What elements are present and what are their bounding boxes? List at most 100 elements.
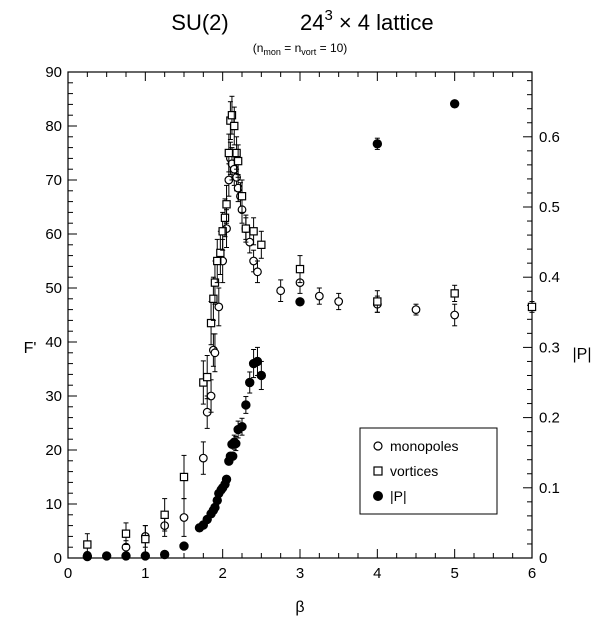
- point-vortices: [222, 200, 231, 209]
- x-tick-label: 2: [218, 565, 226, 582]
- y-tick-label-right: 0.3: [539, 339, 560, 356]
- point-monopoles: [253, 267, 262, 277]
- y-tick-label-left: 60: [45, 226, 62, 243]
- point-polyakov: [159, 549, 170, 560]
- point-monopoles: [179, 513, 189, 522]
- point-monopoles: [314, 291, 324, 301]
- point-vortices: [233, 156, 243, 166]
- point-vortices: [179, 472, 189, 482]
- point-vortices: [295, 264, 305, 274]
- point-vortices: [257, 240, 266, 249]
- point-polyakov: [295, 297, 305, 307]
- chart-title-main: SU(2): [171, 10, 228, 35]
- tick-labels: 0 1 2 3 4 5 6010203040506070809000.10.20.30.40…: [45, 64, 560, 582]
- point-vortices: [160, 510, 169, 520]
- point-polyakov: [231, 438, 241, 449]
- chart-subtitle: (nmon = nvort = 10): [253, 41, 348, 57]
- y-tick-label-right: 0.5: [539, 199, 560, 216]
- point-vortices: [527, 302, 537, 312]
- point-polyakov: [241, 400, 251, 410]
- legend-label-monopoles: monopoles: [390, 438, 459, 454]
- point-monopoles: [276, 286, 286, 296]
- x-tick-label: 1: [141, 565, 149, 582]
- y-axis-title-right: |P|: [573, 346, 592, 363]
- point-polyakov: [245, 377, 255, 388]
- point-vortices: [241, 224, 251, 233]
- subtitle-sub-mon: mon: [263, 47, 281, 57]
- point-polyakov: [179, 541, 189, 551]
- y-tick-label-left: 20: [45, 442, 62, 459]
- y-tick-label-right: 0.2: [539, 410, 560, 427]
- point-polyakov: [140, 551, 151, 561]
- y-tick-label-left: 0: [54, 550, 62, 567]
- x-tick-label: 6: [528, 565, 536, 582]
- point-monopoles: [411, 305, 421, 315]
- point-vortices: [218, 227, 227, 236]
- point-vortices: [206, 318, 216, 328]
- subtitle-mid: = n: [281, 41, 301, 55]
- point-polyakov: [372, 139, 383, 149]
- y-tick-label-left: 80: [45, 118, 62, 135]
- y-tick-label-left: 50: [45, 280, 62, 297]
- legend: monopoles vortices |P|: [359, 427, 498, 515]
- y-tick-label-right: 0.6: [539, 129, 560, 146]
- legend-marker-vortices: [373, 466, 383, 476]
- point-vortices: [232, 148, 241, 158]
- point-vortices: [220, 213, 230, 222]
- point-vortices: [237, 192, 247, 201]
- point-monopoles: [210, 348, 220, 358]
- lattice-exponent: 3: [324, 7, 332, 24]
- y-tick-label-right: 0.4: [539, 269, 560, 286]
- point-vortices: [230, 121, 239, 131]
- point-vortices: [373, 297, 382, 306]
- point-vortices: [203, 372, 212, 382]
- point-vortices: [224, 148, 234, 158]
- point-monopoles: [450, 310, 460, 320]
- point-monopoles: [198, 453, 208, 463]
- x-tick-label: 0: [64, 565, 72, 582]
- point-vortices: [141, 534, 150, 544]
- legend-box: [359, 427, 498, 515]
- x-tick-label: 3: [296, 565, 304, 582]
- subtitle-close: = 10): [316, 41, 347, 55]
- x-tick-label: 4: [373, 565, 381, 582]
- point-vortices: [227, 110, 237, 120]
- legend-label-vortices: vortices: [390, 463, 438, 479]
- chart-title-lattice: 243 × 4 lattice: [300, 7, 434, 35]
- point-polyakov: [237, 422, 247, 432]
- point-polyakov: [256, 370, 267, 381]
- point-vortices: [209, 294, 218, 304]
- y-tick-label-left: 70: [45, 172, 62, 189]
- point-polyakov: [82, 551, 93, 562]
- point-vortices: [213, 256, 222, 266]
- lattice-base: 24: [300, 10, 324, 35]
- point-vortices: [450, 289, 459, 298]
- legend-marker-polyakov: [373, 491, 383, 501]
- point-vortices: [216, 248, 225, 258]
- legend-label-polyakov: |P|: [390, 488, 407, 504]
- legend-marker-monopoles: [373, 441, 383, 451]
- y-tick-label-left: 90: [45, 64, 62, 81]
- data-points: [82, 95, 537, 562]
- point-vortices: [121, 529, 131, 538]
- point-polyakov: [221, 474, 232, 485]
- point-polyakov: [121, 551, 131, 561]
- point-monopoles: [334, 297, 344, 306]
- y-tick-label-left: 10: [45, 496, 62, 513]
- subtitle-sub-vort: vort: [301, 47, 317, 57]
- point-monopoles: [214, 302, 224, 312]
- subtitle-open: (n: [253, 41, 264, 55]
- y-tick-label-right: 0.1: [539, 480, 560, 497]
- y-tick-label-left: 30: [45, 388, 62, 405]
- lattice-rest: × 4 lattice: [339, 10, 434, 35]
- y-tick-label-right: 0: [539, 550, 547, 567]
- point-polyakov: [228, 451, 238, 461]
- point-vortices: [249, 227, 258, 236]
- x-tick-label: 5: [450, 565, 458, 582]
- y-axis-title-left: F': [24, 340, 37, 357]
- x-axis-title: β: [295, 599, 304, 616]
- y-tick-label-left: 40: [45, 334, 62, 351]
- point-vortices: [83, 540, 92, 549]
- point-polyakov: [449, 99, 460, 109]
